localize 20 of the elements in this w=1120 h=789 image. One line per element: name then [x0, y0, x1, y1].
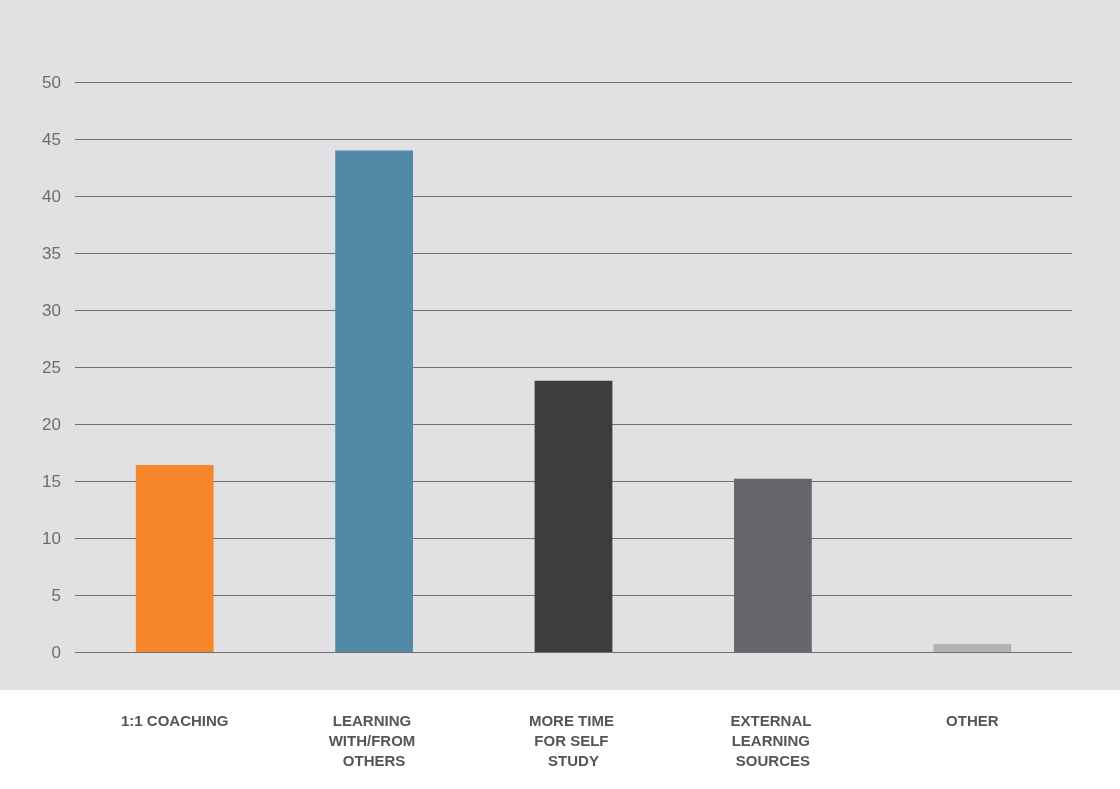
- x-tick-label: MORE TIME FOR SELF STUDY: [528, 711, 619, 769]
- y-tick-label: 35: [42, 243, 61, 263]
- x-tick-label: 1:1 COACHING: [120, 711, 229, 729]
- y-tick-label: 50: [42, 72, 61, 92]
- y-tick-label: 45: [42, 129, 61, 149]
- y-tick-label: 10: [42, 528, 61, 548]
- bar: [135, 465, 214, 652]
- bar: [933, 644, 1012, 652]
- y-tick-label: 40: [42, 186, 61, 206]
- y-tick-label: 0: [51, 642, 61, 662]
- y-tick-label: 20: [42, 414, 61, 434]
- bar: [335, 150, 413, 652]
- y-tick-label: 5: [51, 585, 61, 605]
- x-tick-label: EXTERNAL LEARNING SOURCES: [730, 711, 816, 769]
- x-tick-label: LEARNING WITH/FROM OTHERS: [328, 711, 420, 769]
- y-tick-label: 30: [42, 300, 61, 320]
- x-tick-label: OTHER: [946, 711, 999, 729]
- bar: [534, 380, 613, 652]
- y-tick-label: 15: [42, 471, 61, 491]
- y-tick-label: 25: [42, 357, 61, 377]
